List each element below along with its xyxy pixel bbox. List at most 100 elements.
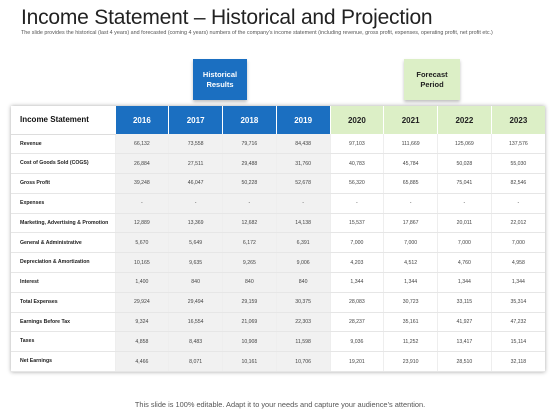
table-row: Total Expenses 29,924 29,494 29,159 30,375 28… bbox=[11, 292, 545, 313]
row-label: Depreciation & Amortization bbox=[11, 252, 115, 273]
table-cell: 46,047 bbox=[168, 173, 223, 194]
table-cell: 13,369 bbox=[168, 213, 223, 234]
row-label: Expenses bbox=[11, 193, 115, 214]
table-cell: 16,554 bbox=[168, 312, 223, 333]
table-cell: 1,344 bbox=[490, 272, 545, 293]
table-cell: 50,028 bbox=[437, 153, 492, 175]
table-cell: 41,927 bbox=[437, 312, 492, 333]
table-cell: 10,161 bbox=[222, 351, 277, 372]
table-cell: 9,006 bbox=[275, 252, 330, 273]
table-cell: 840 bbox=[168, 272, 223, 293]
table-cell: 17,867 bbox=[383, 213, 438, 234]
table-cell: 33,115 bbox=[437, 292, 492, 313]
row-label: Taxes bbox=[11, 331, 115, 353]
income-statement-header: Income Statement bbox=[11, 106, 115, 135]
table-cell: 14,138 bbox=[275, 213, 330, 234]
table-cell: 9,265 bbox=[222, 252, 277, 273]
row-label: Net Earnings bbox=[11, 351, 115, 372]
table-cell: - bbox=[222, 193, 277, 214]
year-header-2023: 2023 bbox=[490, 106, 545, 134]
year-header-2017: 2017 bbox=[168, 106, 223, 134]
table-cell: 4,203 bbox=[329, 252, 384, 273]
row-label: Total Expenses bbox=[11, 292, 115, 313]
row-label: Earnings Before Tax bbox=[11, 312, 115, 333]
table-cell: 11,598 bbox=[275, 331, 330, 353]
table-cell: 1,344 bbox=[329, 272, 384, 293]
table-cell: 66,132 bbox=[114, 134, 169, 155]
table-row: Cost of Goods Sold (COGS) 26,884 27,511 29,… bbox=[11, 153, 545, 175]
table-cell: 15,114 bbox=[490, 331, 545, 353]
table-cell: 29,488 bbox=[222, 153, 277, 175]
table-cell: 10,908 bbox=[222, 331, 277, 353]
table-cell: 840 bbox=[222, 272, 277, 293]
table-cell: - bbox=[329, 193, 384, 214]
income-statement-table: Income Statement 2016 2017 2018 2019 2020 202… bbox=[11, 106, 545, 372]
forecast-period-header: Forecast Period bbox=[404, 59, 460, 100]
table-cell: 10,706 bbox=[275, 351, 330, 372]
year-header-2018: 2018 bbox=[222, 106, 277, 134]
table-cell: - bbox=[114, 193, 169, 214]
table-cell: 32,118 bbox=[490, 351, 545, 372]
table-cell: 75,041 bbox=[437, 173, 492, 194]
table-cell: 73,558 bbox=[168, 134, 223, 155]
row-label: Cost of Goods Sold (COGS) bbox=[11, 153, 115, 175]
table-cell: 29,494 bbox=[168, 292, 223, 313]
table-cell: 7,000 bbox=[437, 232, 492, 254]
table-cell: 45,784 bbox=[383, 153, 438, 175]
table-header-row: Income Statement 2016 2017 2018 2019 2020 202… bbox=[11, 106, 545, 135]
table-cell: 20,011 bbox=[437, 213, 492, 234]
row-label: Marketing, Advertising & Promotion bbox=[11, 213, 115, 234]
table-cell: 11,252 bbox=[383, 331, 438, 353]
table-cell: 84,438 bbox=[275, 134, 330, 155]
table-cell: 52,678 bbox=[275, 173, 330, 194]
table-cell: 7,000 bbox=[490, 232, 545, 254]
table-cell: 79,716 bbox=[222, 134, 277, 155]
table-cell: 7,000 bbox=[329, 232, 384, 254]
year-header-2020: 2020 bbox=[329, 106, 384, 134]
table-cell: 7,000 bbox=[383, 232, 438, 254]
table-cell: 22,012 bbox=[490, 213, 545, 234]
table-cell: 12,682 bbox=[222, 213, 277, 234]
table-cell: 29,159 bbox=[222, 292, 277, 313]
table-cell: 39,248 bbox=[114, 173, 169, 194]
table-body: Revenue 66,132 73,558 79,716 84,438 97,103 111… bbox=[11, 134, 545, 372]
table-cell: 1,344 bbox=[437, 272, 492, 293]
table-cell: 19,201 bbox=[329, 351, 384, 372]
table-cell: 22,303 bbox=[275, 312, 330, 333]
table-row: Earnings Before Tax 9,324 16,554 21,069 22,3… bbox=[11, 312, 545, 333]
table-cell: 4,512 bbox=[383, 252, 438, 273]
table-row: Expenses - - - - - - - - bbox=[11, 193, 545, 214]
table-row: Depreciation & Amortization 10,165 9,635 9,… bbox=[11, 252, 545, 273]
table-cell: 35,314 bbox=[490, 292, 545, 313]
table-cell: 9,324 bbox=[114, 312, 169, 333]
table-cell: 28,510 bbox=[437, 351, 492, 372]
table-cell: 15,537 bbox=[329, 213, 384, 234]
table-cell: 35,161 bbox=[383, 312, 438, 333]
table-cell: 4,858 bbox=[114, 331, 169, 353]
page-title: Income Statement – Historical and Projec… bbox=[21, 6, 433, 29]
table-cell: 4,958 bbox=[490, 252, 545, 273]
table-cell: 65,885 bbox=[383, 173, 438, 194]
table-cell: 8,071 bbox=[168, 351, 223, 372]
page-subtitle: The slide provides the historical (last … bbox=[21, 30, 493, 36]
table-cell: 21,069 bbox=[222, 312, 277, 333]
table-cell: 28,083 bbox=[329, 292, 384, 313]
footer-note: This slide is 100% editable. Adapt it to… bbox=[134, 400, 426, 409]
table-cell: 12,889 bbox=[114, 213, 169, 234]
table-cell: 97,103 bbox=[329, 134, 384, 155]
table-cell: 30,723 bbox=[383, 292, 438, 313]
table-row: Taxes 4,858 8,483 10,908 11,598 9,036 11,252 13… bbox=[11, 331, 545, 353]
table-cell: 10,165 bbox=[114, 252, 169, 273]
table-cell: 29,924 bbox=[114, 292, 169, 313]
table-row: Interest 1,400 840 840 840 1,344 1,344 1,344 1,3… bbox=[11, 272, 545, 293]
year-header-2019: 2019 bbox=[275, 106, 330, 134]
table-cell: 840 bbox=[275, 272, 330, 293]
table-cell: 5,670 bbox=[114, 232, 169, 254]
table-cell: 47,232 bbox=[490, 312, 545, 333]
table-cell: - bbox=[490, 193, 545, 214]
table-cell: 1,344 bbox=[383, 272, 438, 293]
table-cell: 8,483 bbox=[168, 331, 223, 353]
table-row: Net Earnings 4,466 8,071 10,161 10,706 19,201… bbox=[11, 351, 545, 372]
table-cell: 4,466 bbox=[114, 351, 169, 372]
table-cell: 6,391 bbox=[275, 232, 330, 254]
